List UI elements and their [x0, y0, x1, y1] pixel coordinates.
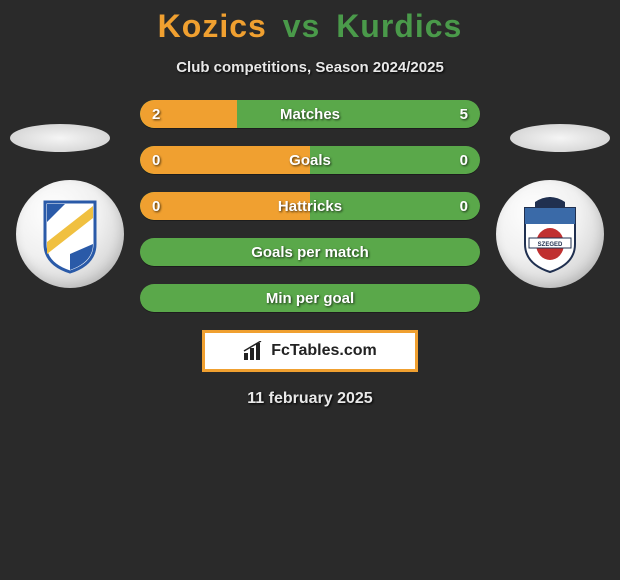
- comparison-title: Kozics vs Kurdics: [0, 0, 620, 45]
- stat-label: Goals: [289, 152, 331, 169]
- stat-label: Hattricks: [278, 198, 342, 215]
- shield-icon: [35, 194, 105, 274]
- stat-value-left: 2: [152, 100, 160, 128]
- stat-row: 0 0 Hattricks: [140, 192, 480, 220]
- stat-value-left: 0: [152, 146, 160, 174]
- stat-label: Min per goal: [266, 290, 354, 307]
- date-label: 11 february 2025: [0, 390, 620, 408]
- stat-row: Min per goal: [140, 284, 480, 312]
- player2-name: Kurdics: [336, 8, 462, 44]
- svg-text:SZEGED: SZEGED: [538, 242, 563, 248]
- stat-row: 0 0 Goals: [140, 146, 480, 174]
- brand-box: FcTables.com: [202, 330, 418, 372]
- stat-value-right: 0: [460, 146, 468, 174]
- subtitle: Club competitions, Season 2024/2025: [0, 59, 620, 76]
- stat-row: 2 5 Matches: [140, 100, 480, 128]
- stats-panel: 2 5 Matches 0 0 Goals 0 0 Hattricks Goals per mat…: [140, 100, 480, 312]
- club-crest-left: [16, 180, 124, 288]
- shield-icon: SZEGED: [515, 194, 585, 274]
- stat-label: Goals per match: [251, 244, 369, 261]
- bars-icon: [243, 341, 265, 361]
- brand-text: FcTables.com: [271, 342, 377, 360]
- stat-value-right: 5: [460, 100, 468, 128]
- stat-value-left: 0: [152, 192, 160, 220]
- side-ellipse-left: [10, 124, 110, 152]
- vs-label: vs: [283, 8, 321, 44]
- player1-name: Kozics: [158, 8, 267, 44]
- club-crest-right: SZEGED: [496, 180, 604, 288]
- stat-value-right: 0: [460, 192, 468, 220]
- stat-label: Matches: [280, 106, 340, 123]
- side-ellipse-right: [510, 124, 610, 152]
- stat-fill-left: [140, 146, 310, 174]
- stat-row: Goals per match: [140, 238, 480, 266]
